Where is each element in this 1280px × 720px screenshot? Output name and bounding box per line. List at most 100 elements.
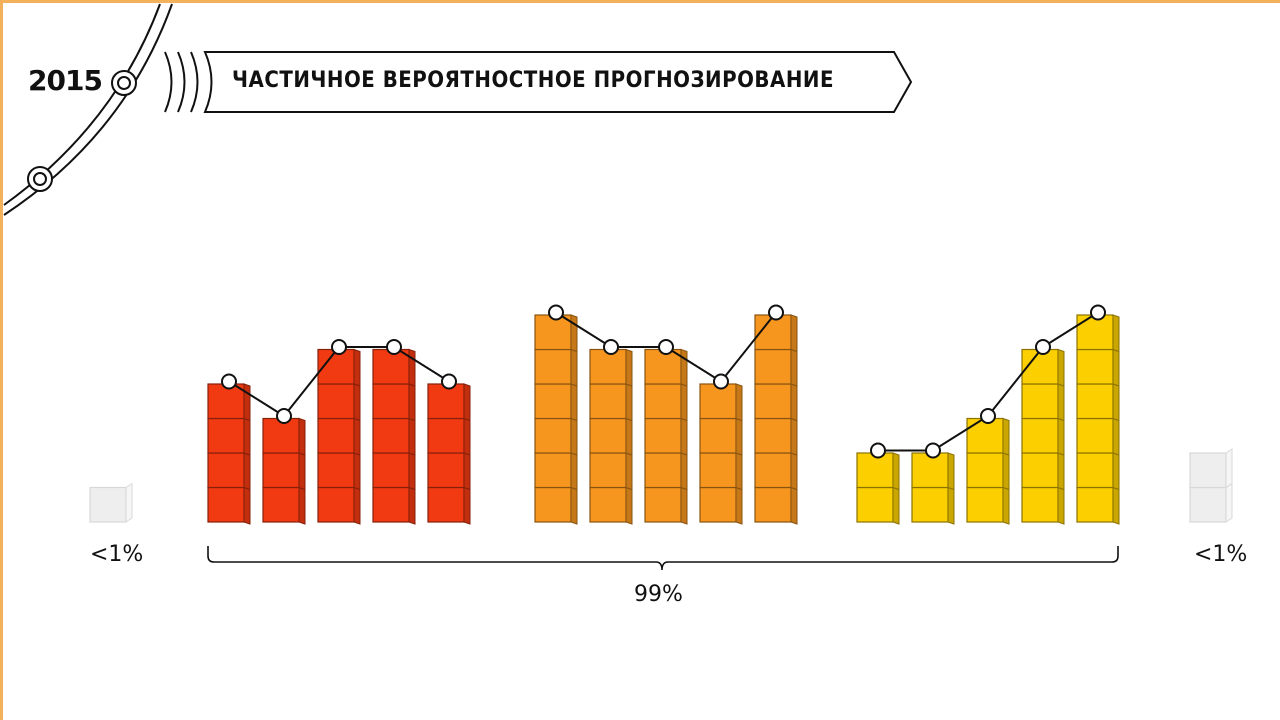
cube-side (790, 314, 798, 353)
cube (911, 452, 949, 489)
cube (427, 486, 465, 523)
cube-side (680, 383, 688, 422)
cube (589, 486, 627, 523)
cube (1076, 452, 1114, 489)
cube (754, 348, 792, 385)
red-bar-5 (427, 383, 471, 525)
cube (966, 417, 1004, 454)
cube-side (790, 417, 798, 456)
red-point-2 (276, 408, 292, 424)
cube (966, 486, 1004, 523)
yellow-point-4 (1035, 339, 1051, 355)
cube (589, 383, 627, 420)
cube (534, 486, 572, 523)
cube-side (570, 314, 578, 353)
cube (699, 486, 737, 523)
cube (1076, 417, 1114, 454)
cube-side (735, 383, 743, 422)
yellow-bar-2 (911, 452, 955, 525)
cube (317, 417, 355, 454)
orange-bar-3 (644, 348, 688, 525)
cube (1076, 314, 1114, 351)
cube-side (243, 383, 251, 422)
cube (372, 486, 410, 523)
cube-side (408, 452, 416, 491)
cube (966, 452, 1004, 489)
percentage-brace (207, 546, 1119, 571)
red-bar-2 (262, 417, 306, 525)
cube (207, 486, 245, 523)
right-outlier-cubes (1189, 448, 1233, 523)
cube-side (1057, 383, 1065, 422)
cube-side (298, 452, 306, 491)
cube (1021, 486, 1059, 523)
cube (262, 417, 300, 454)
ghost-cube-side (125, 482, 133, 523)
cube (534, 452, 572, 489)
cube-side (892, 452, 900, 491)
orange-point-5 (768, 304, 784, 321)
cube-side (680, 417, 688, 456)
cube (207, 417, 245, 454)
cube-side (353, 348, 361, 387)
cube (372, 383, 410, 420)
cube-side (408, 383, 416, 422)
red-point-3 (331, 339, 347, 355)
cube (589, 452, 627, 489)
cube (644, 417, 682, 454)
cube (1076, 486, 1114, 523)
cube-side (735, 417, 743, 456)
ghost-cube (89, 486, 127, 523)
cube (589, 348, 627, 385)
cube (534, 348, 572, 385)
cube-side (463, 486, 471, 525)
cube (644, 452, 682, 489)
orange-bar-4 (699, 383, 743, 525)
cube-side (1112, 314, 1120, 353)
cube-side (947, 486, 955, 525)
cube (856, 452, 894, 489)
cube-side (570, 348, 578, 387)
yellow-bar-4 (1021, 348, 1065, 525)
cube-side (570, 383, 578, 422)
cube-side (892, 486, 900, 525)
red-bar-1 (207, 383, 251, 525)
red-point-4 (386, 339, 402, 355)
cube-side (1002, 452, 1010, 491)
cube-side (1002, 417, 1010, 456)
yellow-bar-1 (856, 452, 900, 525)
left-outlier-cube (89, 482, 133, 523)
cube (317, 452, 355, 489)
cube (317, 486, 355, 523)
cube (699, 452, 737, 489)
cube-side (353, 383, 361, 422)
cube-side (408, 417, 416, 456)
cube (754, 486, 792, 523)
cube-side (463, 417, 471, 456)
cube (427, 417, 465, 454)
cube-side (790, 383, 798, 422)
cube-side (353, 452, 361, 491)
ghost-cube (1189, 486, 1227, 523)
cube-side (463, 383, 471, 422)
cube-side (1112, 417, 1120, 456)
cube-side (353, 486, 361, 525)
cube (372, 348, 410, 385)
timeline-year: 2015 (28, 64, 103, 97)
timeline-node-2015 (111, 70, 137, 96)
cube-side (1057, 452, 1065, 491)
cube-side (408, 348, 416, 387)
yellow-point-3 (980, 408, 996, 424)
orange-point-3 (658, 339, 674, 355)
cube (427, 383, 465, 420)
red-point-1 (221, 373, 237, 390)
cube-side (243, 417, 251, 456)
cube (262, 452, 300, 489)
cube (644, 486, 682, 523)
cube (589, 417, 627, 454)
red-bar-3 (317, 348, 361, 525)
timeline-node-next (27, 166, 53, 192)
left-outlier-label: <1% (90, 542, 144, 567)
